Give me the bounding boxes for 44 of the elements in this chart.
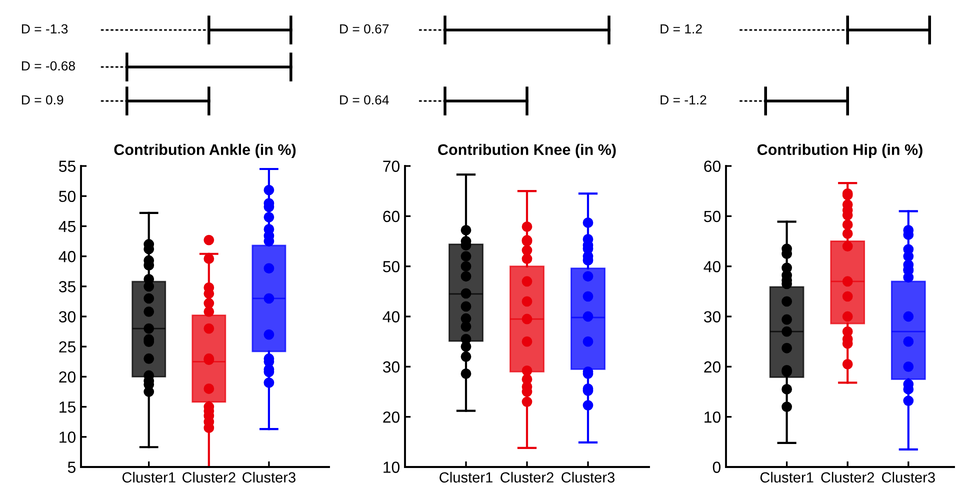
chart-title: Contribution Hip (in %) (757, 144, 922, 158)
y-tick-label: 60 (383, 210, 400, 222)
text: D = -0.68 (22, 61, 75, 71)
x-tick-label: Cluster3 (882, 472, 935, 483)
text: D = -1.3 (22, 24, 68, 34)
y-tick-label: 10 (60, 432, 76, 443)
y-tick-label: 10 (704, 411, 721, 423)
y-tick-label: 40 (382, 311, 400, 322)
chart-title: Contribution Ankle (in %) (114, 144, 296, 158)
y-tick-label: 70 (383, 160, 400, 172)
y-tick-label: 45 (58, 221, 76, 232)
y-tick-label: 20 (59, 371, 76, 383)
y-tick-label: 55 (59, 160, 76, 172)
y-tick-label: 20 (704, 361, 721, 373)
y-tick-label: 30 (382, 361, 400, 373)
y-tick-label: 40 (704, 260, 721, 272)
y-tick-label: 60 (704, 160, 721, 172)
y-tick-label: 5 (68, 462, 76, 473)
x-tick-label: Cluster3 (562, 472, 615, 483)
y-tick-label: 10 (384, 462, 400, 473)
x-tick-label: Cluster2 (500, 472, 554, 483)
y-tick-label: 35 (58, 281, 76, 292)
y-tick-label: 0 (712, 462, 721, 473)
x-tick-label: Cluster1 (760, 472, 814, 483)
y-tick-label: 50 (59, 190, 76, 202)
text: D = -1.2 (660, 95, 706, 104)
chart-title: Contribution Knee (in %) (438, 144, 616, 158)
y-tick-label: 40 (58, 250, 76, 262)
y-tick-label: 25 (59, 341, 76, 353)
x-tick-label: Cluster1 (122, 472, 176, 483)
y-tick-label: 50 (383, 260, 400, 272)
x-tick-label: Cluster1 (440, 472, 492, 483)
x-tick-label: Cluster2 (821, 472, 874, 483)
x-tick-label: Cluster3 (242, 472, 296, 483)
y-tick-label: 15 (60, 402, 76, 413)
text: D = 0.9 (22, 95, 64, 105)
y-tick-label: 20 (383, 411, 400, 423)
text: D = 1.2 (660, 24, 702, 34)
text: D = 0.67 (340, 24, 389, 34)
text: D = 0.64 (340, 95, 389, 105)
y-tick-label: 30 (58, 311, 76, 322)
y-tick-label: 30 (704, 311, 721, 322)
y-tick-label: 50 (704, 210, 721, 222)
x-tick-label: Cluster2 (182, 472, 236, 483)
